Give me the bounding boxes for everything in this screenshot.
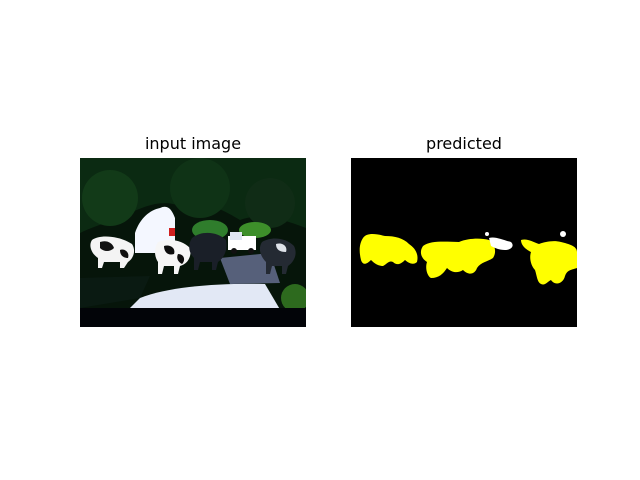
mask-boundary-middle: [489, 237, 513, 250]
cow-middle: [155, 240, 191, 274]
mask-region-middle-cow: [420, 238, 496, 278]
predicted-mask-panel: [351, 158, 577, 327]
input-image: [80, 158, 306, 327]
mask-region-left-cow: [359, 234, 418, 266]
mask-region-right-cow: [521, 239, 577, 285]
cow-right: [259, 238, 296, 274]
input-image-panel: [80, 158, 306, 327]
predicted-mask: [351, 158, 577, 327]
predicted-title: predicted: [426, 134, 502, 153]
input-image-title: input image: [144, 134, 242, 153]
cow-left: [90, 236, 135, 268]
cow-dark: [189, 232, 227, 270]
